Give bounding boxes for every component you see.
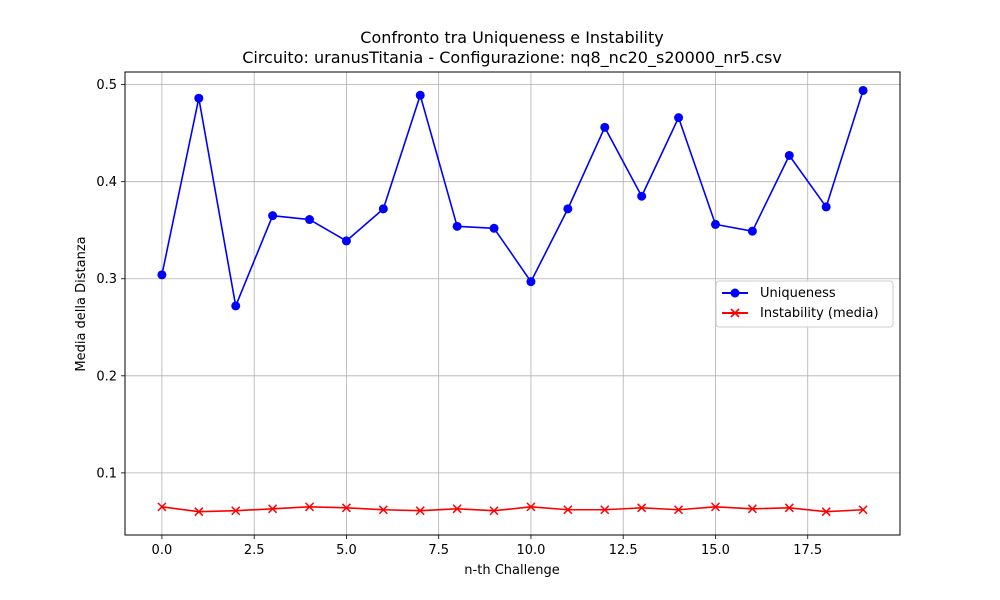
x-tick-label: 15.0 xyxy=(701,543,730,558)
data-point xyxy=(563,204,573,214)
data-point xyxy=(194,93,204,103)
y-tick-label: 0.3 xyxy=(96,272,117,287)
data-point xyxy=(341,503,351,513)
data-point xyxy=(157,502,167,512)
data-point xyxy=(415,506,425,516)
data-point xyxy=(674,505,684,515)
data-point xyxy=(674,113,684,123)
data-point xyxy=(268,504,278,514)
x-tick-label: 2.5 xyxy=(244,543,265,558)
data-point xyxy=(747,226,757,236)
legend-uniqueness-label: Uniqueness xyxy=(760,286,836,301)
x-tick-label: 12.5 xyxy=(609,543,638,558)
data-point xyxy=(858,505,868,515)
y-tick-label: 0.4 xyxy=(96,175,117,190)
data-point xyxy=(637,503,647,513)
x-tick-label: 0.0 xyxy=(152,543,173,558)
data-point xyxy=(526,277,536,287)
data-point xyxy=(784,150,794,160)
y-tick-label: 0.5 xyxy=(96,78,117,93)
x-axis-label: n-th Challenge xyxy=(464,563,559,578)
data-point xyxy=(452,221,462,231)
series-line-0 xyxy=(161,90,864,307)
y-axis-ticks: 0.1 0.2 0.3 0.4 0.5 xyxy=(96,78,125,481)
x-tick-label: 7.5 xyxy=(428,543,449,558)
data-point xyxy=(747,504,757,514)
series-layer xyxy=(157,85,868,517)
data-point xyxy=(563,505,573,515)
y-tick-label: 0.2 xyxy=(96,369,117,384)
chart-subtitle: Circuito: uranusTitania - Configurazione… xyxy=(242,48,782,68)
chart-title: Confronto tra Uniqueness e Instability xyxy=(360,28,663,47)
data-point xyxy=(784,503,794,513)
legend-instability-marker xyxy=(730,308,740,318)
data-point xyxy=(600,122,610,132)
y-axis-label: Media della Distanza xyxy=(74,236,89,371)
data-point xyxy=(858,85,868,95)
y-tick-label: 0.1 xyxy=(96,466,117,481)
legend-box xyxy=(715,280,894,328)
data-point xyxy=(157,270,167,280)
data-point xyxy=(637,191,647,201)
legend-uniqueness-marker xyxy=(730,288,740,298)
data-point xyxy=(452,504,462,514)
x-tick-label: 17.5 xyxy=(793,543,822,558)
data-point xyxy=(378,505,388,515)
data-point xyxy=(194,507,204,517)
data-point xyxy=(268,211,278,221)
data-point xyxy=(821,507,831,517)
grid xyxy=(125,72,900,535)
plot-area xyxy=(124,71,901,536)
data-point xyxy=(600,505,610,515)
x-tick-label: 5.0 xyxy=(336,543,357,558)
x-axis-ticks: 0.0 2.5 5.0 7.5 10.0 12.5 15.0 17.5 xyxy=(152,535,822,558)
data-point xyxy=(231,506,241,516)
data-point xyxy=(415,90,425,100)
data-point xyxy=(378,204,388,214)
data-point xyxy=(526,502,536,512)
data-point xyxy=(489,506,499,516)
data-point xyxy=(305,215,315,225)
legend-instability-label: Instability (media) xyxy=(760,306,879,321)
series-line-1 xyxy=(161,506,864,513)
data-point xyxy=(710,219,720,229)
data-point xyxy=(821,202,831,212)
data-point xyxy=(710,502,721,512)
data-point xyxy=(304,502,315,512)
data-point xyxy=(231,301,241,311)
x-tick-label: 10.0 xyxy=(516,543,545,558)
data-point xyxy=(341,236,351,246)
legend: Uniqueness Instability (media) xyxy=(715,280,894,328)
data-point xyxy=(489,223,499,233)
